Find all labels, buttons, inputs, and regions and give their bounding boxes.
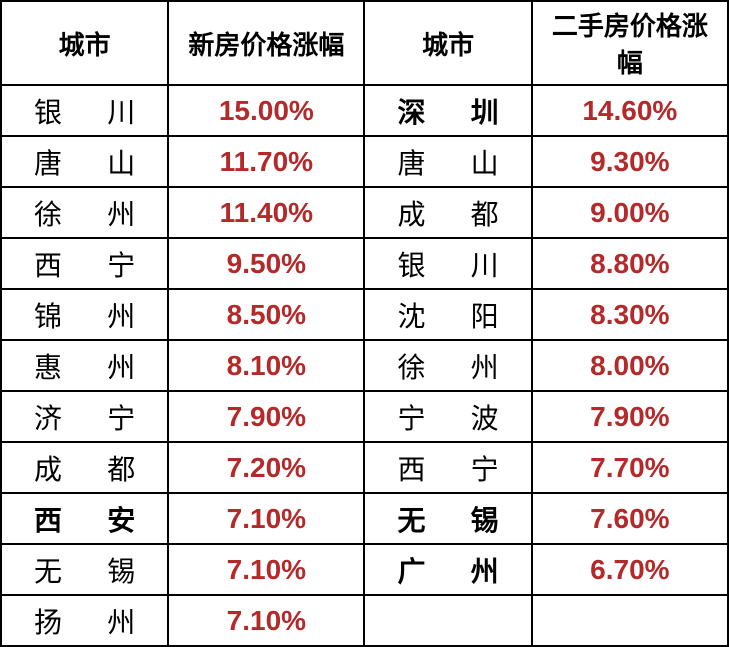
value1-cell: 7.10% xyxy=(168,493,364,544)
city1-text: 成都 xyxy=(10,448,159,488)
city1-cell: 唐山 xyxy=(1,136,168,187)
header-value2: 二手房价格涨幅 xyxy=(532,1,728,85)
table-row: 徐州11.40%成都9.00% xyxy=(1,187,728,238)
city2-cell: 广州 xyxy=(364,544,531,595)
city2-text: 成都 xyxy=(373,193,522,233)
city1-cell: 西安 xyxy=(1,493,168,544)
city1-text: 唐山 xyxy=(10,142,159,182)
city2-cell: 无锡 xyxy=(364,493,531,544)
value2-cell: 7.70% xyxy=(532,442,728,493)
city1-text: 济宁 xyxy=(10,397,159,437)
city2-text: 宁波 xyxy=(373,397,522,437)
table-row: 西宁9.50%银川8.80% xyxy=(1,238,728,289)
table-row: 成都7.20%西宁7.70% xyxy=(1,442,728,493)
value2-cell: 6.70% xyxy=(532,544,728,595)
city2-cell: 成都 xyxy=(364,187,531,238)
city2-text: 深圳 xyxy=(373,91,522,131)
value1-cell: 7.10% xyxy=(168,544,364,595)
header-city2: 城市 xyxy=(364,1,531,85)
value1-cell: 15.00% xyxy=(168,85,364,136)
city1-cell: 徐州 xyxy=(1,187,168,238)
value2-cell: 7.90% xyxy=(532,391,728,442)
city1-text: 无锡 xyxy=(10,550,159,590)
table-row: 济宁7.90%宁波7.90% xyxy=(1,391,728,442)
city2-cell: 深圳 xyxy=(364,85,531,136)
value2-cell: 14.60% xyxy=(532,85,728,136)
city1-cell: 银川 xyxy=(1,85,168,136)
city2-text: 唐山 xyxy=(373,142,522,182)
city2-text: 无锡 xyxy=(373,499,522,539)
city1-text: 西安 xyxy=(10,499,159,539)
city1-text: 银川 xyxy=(10,91,159,131)
city1-text: 扬州 xyxy=(10,601,159,641)
table-row: 银川15.00%深圳14.60% xyxy=(1,85,728,136)
city2-text: 广州 xyxy=(373,550,522,590)
table-row: 锦州8.50%沈阳8.30% xyxy=(1,289,728,340)
city1-cell: 锦州 xyxy=(1,289,168,340)
value1-cell: 7.90% xyxy=(168,391,364,442)
value2-cell: 9.00% xyxy=(532,187,728,238)
city2-cell: 宁波 xyxy=(364,391,531,442)
city2-cell: 西宁 xyxy=(364,442,531,493)
city1-cell: 成都 xyxy=(1,442,168,493)
value2-cell xyxy=(532,595,728,646)
city1-text: 锦州 xyxy=(10,295,159,335)
city1-text: 惠州 xyxy=(10,346,159,386)
value2-cell: 8.00% xyxy=(532,340,728,391)
value1-cell: 8.10% xyxy=(168,340,364,391)
city1-cell: 西宁 xyxy=(1,238,168,289)
city1-cell: 扬州 xyxy=(1,595,168,646)
city2-cell xyxy=(364,595,531,646)
table-row: 惠州8.10%徐州8.00% xyxy=(1,340,728,391)
value1-cell: 11.40% xyxy=(168,187,364,238)
city2-cell: 沈阳 xyxy=(364,289,531,340)
value1-cell: 7.10% xyxy=(168,595,364,646)
table-row: 扬州7.10% xyxy=(1,595,728,646)
city2-text: 西宁 xyxy=(373,448,522,488)
city1-cell: 无锡 xyxy=(1,544,168,595)
value2-cell: 7.60% xyxy=(532,493,728,544)
table-header-row: 城市 新房价格涨幅 城市 二手房价格涨幅 xyxy=(1,1,728,85)
city1-text: 徐州 xyxy=(10,193,159,233)
value1-cell: 8.50% xyxy=(168,289,364,340)
city2-text: 沈阳 xyxy=(373,295,522,335)
value2-cell: 9.30% xyxy=(532,136,728,187)
city2-text: 银川 xyxy=(373,244,522,284)
value1-cell: 9.50% xyxy=(168,238,364,289)
city2-cell: 徐州 xyxy=(364,340,531,391)
value2-cell: 8.80% xyxy=(532,238,728,289)
city2-cell: 唐山 xyxy=(364,136,531,187)
city2-cell: 银川 xyxy=(364,238,531,289)
city1-cell: 济宁 xyxy=(1,391,168,442)
table-row: 西安7.10%无锡7.60% xyxy=(1,493,728,544)
value1-cell: 7.20% xyxy=(168,442,364,493)
header-city1: 城市 xyxy=(1,1,168,85)
city1-text: 西宁 xyxy=(10,244,159,284)
value2-cell: 8.30% xyxy=(532,289,728,340)
city1-cell: 惠州 xyxy=(1,340,168,391)
table-row: 无锡7.10%广州6.70% xyxy=(1,544,728,595)
city2-text: 徐州 xyxy=(373,346,522,386)
header-value1: 新房价格涨幅 xyxy=(168,1,364,85)
price-increase-table: 城市 新房价格涨幅 城市 二手房价格涨幅 银川15.00%深圳14.60%唐山1… xyxy=(0,0,729,647)
table-row: 唐山11.70%唐山9.30% xyxy=(1,136,728,187)
value1-cell: 11.70% xyxy=(168,136,364,187)
